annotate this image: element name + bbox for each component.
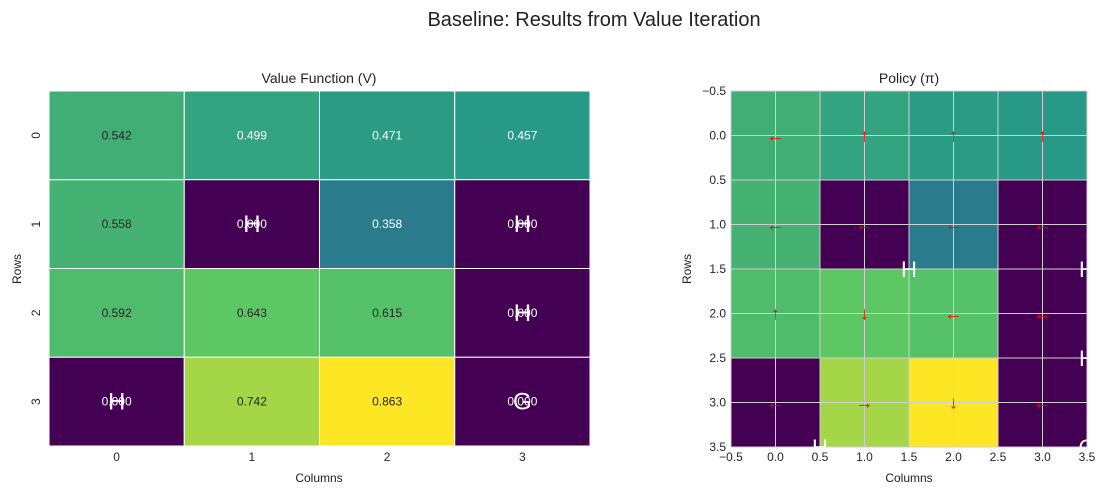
heatmap-cell-value: 0.000 bbox=[507, 306, 537, 320]
heatmap-cell-value: 0.643 bbox=[237, 306, 267, 320]
heatmap-cell-value: 0.615 bbox=[372, 306, 402, 320]
heatmap-cell-value: 0.000 bbox=[507, 395, 537, 409]
heatmap-cell-value: 0.000 bbox=[102, 395, 132, 409]
policy-markers: H H H H G bbox=[812, 257, 1096, 460]
policy-marker: H bbox=[1079, 257, 1095, 282]
heatmap-cell bbox=[454, 179, 591, 269]
x-tick-label: 3.5 bbox=[1079, 450, 1096, 464]
x-tick-label: 1.0 bbox=[856, 450, 873, 464]
policy-arrow: ↑ bbox=[1038, 126, 1047, 146]
x-tick-label: 0 bbox=[113, 450, 120, 464]
policy-arrow: ↓ bbox=[860, 304, 869, 324]
policy-marker: G bbox=[1078, 435, 1095, 460]
value-heatmap-cells: 0.542 0.499 0.471 0.457 0.558 0.000 0.358 0.000… bbox=[48, 90, 591, 447]
heatmap-cell-value: 0.000 bbox=[237, 217, 267, 231]
policy-arrow: ← bbox=[945, 215, 963, 235]
heatmap-cell bbox=[48, 179, 185, 269]
x-tick-label: 0.5 bbox=[812, 450, 829, 464]
heatmap-cell-value: 0.000 bbox=[507, 217, 537, 231]
heatmap-cell bbox=[183, 356, 320, 447]
heatmap-cell bbox=[48, 268, 185, 358]
heatmap-cell-value: 0.471 bbox=[372, 128, 402, 142]
y-tick-label: 0.5 bbox=[709, 173, 726, 187]
x-tick-label: 1 bbox=[249, 450, 256, 464]
y-tick-label: −0.5 bbox=[702, 84, 726, 98]
y-tick-label: 2.5 bbox=[709, 351, 726, 365]
x-tick-label: 3 bbox=[519, 450, 526, 464]
heatmap-cell bbox=[319, 356, 456, 447]
policy-arrow: ↑ bbox=[949, 126, 958, 146]
figure-suptitle: Baseline: Results from Value Iteration bbox=[427, 9, 760, 31]
x-tick-label: 1.5 bbox=[901, 450, 918, 464]
heatmap-cell bbox=[454, 268, 591, 358]
heatmap-cell-value: 0.592 bbox=[102, 306, 132, 320]
heatmap-cell bbox=[183, 268, 320, 358]
x-tick-label: 3.0 bbox=[1034, 450, 1051, 464]
value-heatmap-ticks: 0 1 2 3 0 1 2 3 bbox=[29, 132, 526, 464]
policy-marker: H bbox=[812, 435, 828, 460]
heatmap-cell-value: 0.457 bbox=[507, 128, 537, 142]
policy-ticks: −0.5 0.0 0.5 1.0 1.5 2.0 2.5 3.0 3.5−0.50.00.51.… bbox=[702, 84, 1095, 464]
cell-marker: H bbox=[243, 211, 260, 238]
y-tick-label: 1.5 bbox=[709, 262, 726, 276]
policy-title: Policy (π) bbox=[879, 70, 939, 86]
y-tick-label: 1.0 bbox=[709, 218, 726, 232]
y-tick-label: 3.0 bbox=[709, 396, 726, 410]
policy-arrows: ← ↑ ↑ ↑ ← ← ← ← ↑ ↓ ← ← ← → ↓ ← bbox=[767, 126, 1052, 413]
x-tick-label: 2.5 bbox=[990, 450, 1007, 464]
policy-arrow: ↑ bbox=[771, 304, 780, 324]
y-tick-label: 0 bbox=[29, 132, 43, 139]
policy-ylabel: Rows bbox=[680, 254, 694, 284]
heatmap-cell bbox=[48, 356, 185, 447]
heatmap-title: Value Function (V) bbox=[262, 70, 377, 86]
heatmap-cell bbox=[183, 90, 320, 181]
heatmap-cell bbox=[183, 179, 320, 269]
heatmap-cell-value: 0.499 bbox=[237, 128, 267, 142]
cell-marker: G bbox=[513, 389, 532, 416]
heatmap-cell bbox=[454, 356, 591, 447]
policy-marker: H bbox=[1079, 346, 1095, 371]
policy-arrow: ← bbox=[945, 304, 963, 324]
heatmap-cell-value: 0.742 bbox=[237, 395, 267, 409]
heatmap-cell-value: 0.358 bbox=[372, 217, 402, 231]
cell-marker: H bbox=[514, 211, 531, 238]
policy-arrow: ↑ bbox=[860, 126, 869, 146]
policy-arrow: ← bbox=[1034, 393, 1052, 413]
heatmap-cell bbox=[319, 90, 456, 181]
cell-marker: H bbox=[108, 389, 125, 416]
policy-arrow: ← bbox=[767, 215, 785, 235]
y-tick-label: 2 bbox=[29, 309, 43, 316]
y-tick-label: 2.0 bbox=[709, 307, 726, 321]
y-tick-label: 3.5 bbox=[709, 440, 726, 454]
policy-marker: H bbox=[901, 257, 917, 282]
policy-grid bbox=[730, 90, 1088, 448]
policy-arrow: → bbox=[856, 393, 874, 413]
heatmap-cell-value: 0.558 bbox=[102, 217, 132, 231]
y-tick-label: 3 bbox=[29, 398, 43, 405]
heatmap-cell-value: 0.542 bbox=[102, 128, 132, 142]
heatmap-ylabel: Rows bbox=[10, 254, 24, 284]
heatmap-cell bbox=[319, 179, 456, 269]
x-tick-label: −0.5 bbox=[719, 450, 743, 464]
x-tick-label: 0.0 bbox=[767, 450, 784, 464]
policy-arrow: ← bbox=[1034, 304, 1052, 324]
heatmap-cell bbox=[319, 268, 456, 358]
y-tick-label: 1 bbox=[29, 220, 43, 227]
policy-arrow: ← bbox=[767, 126, 785, 146]
cell-marker: H bbox=[514, 300, 531, 327]
policy-arrow: ← bbox=[856, 215, 874, 235]
heatmap-xlabel: Columns bbox=[295, 471, 342, 485]
policy-xlabel: Columns bbox=[885, 471, 932, 485]
heatmap-cell bbox=[454, 90, 591, 181]
policy-arrow: ↓ bbox=[949, 393, 958, 413]
x-tick-label: 2 bbox=[384, 450, 391, 464]
heatmap-cell-value: 0.863 bbox=[372, 395, 402, 409]
heatmap-cell bbox=[48, 90, 185, 181]
policy-arrow: ← bbox=[767, 393, 785, 413]
policy-arrow: ← bbox=[1034, 215, 1052, 235]
x-tick-label: 2.0 bbox=[945, 450, 962, 464]
y-tick-label: 0.0 bbox=[709, 129, 726, 143]
